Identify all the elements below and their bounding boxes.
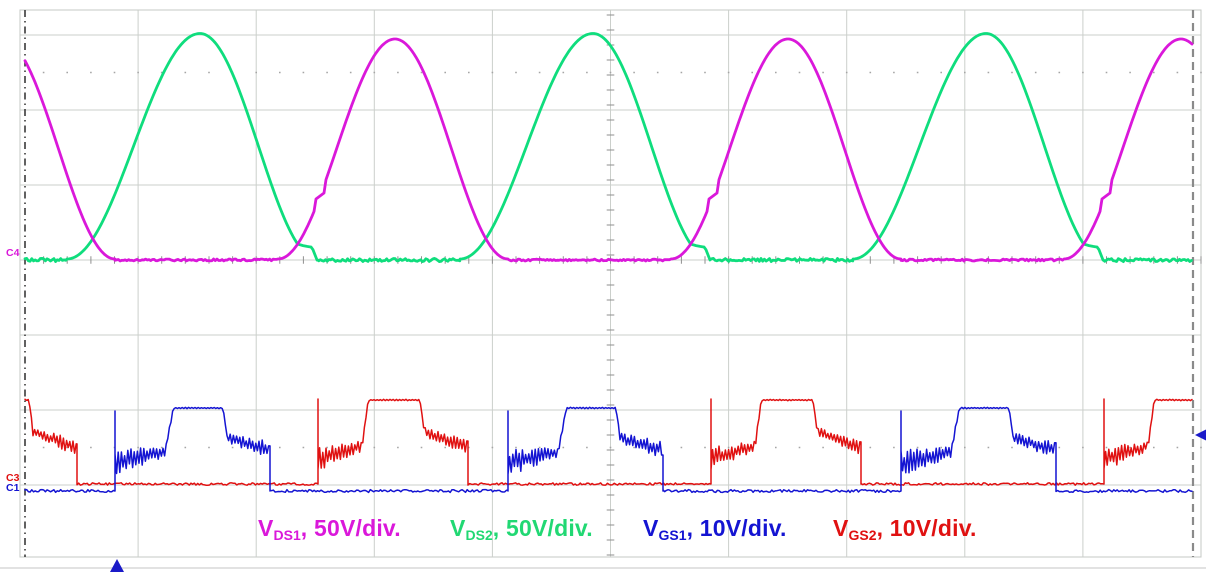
trigger-time-marker [110,559,124,572]
trace-vgs1 [24,406,1193,494]
grid [0,9,1206,569]
trace-vds1 [23,37,1194,263]
trace-vgs2 [24,398,1193,486]
channel-marker-c3: C3 [6,472,20,484]
trigger-level-marker [1195,429,1206,441]
trace-vds2 [23,32,1193,263]
legend-vgs1: VGS1, 10V/div. [643,515,787,543]
legend-vds2: VDS2, 50V/div. [450,515,593,543]
channel-marker-c1: C1 [6,482,20,494]
dotted-minor-gridlines [42,71,1202,449]
channel-marker-c4: C4 [6,247,20,259]
legend-vgs2: VGS2, 10V/div. [833,515,977,543]
legend-vds1: VDS1, 50V/div. [258,515,401,543]
